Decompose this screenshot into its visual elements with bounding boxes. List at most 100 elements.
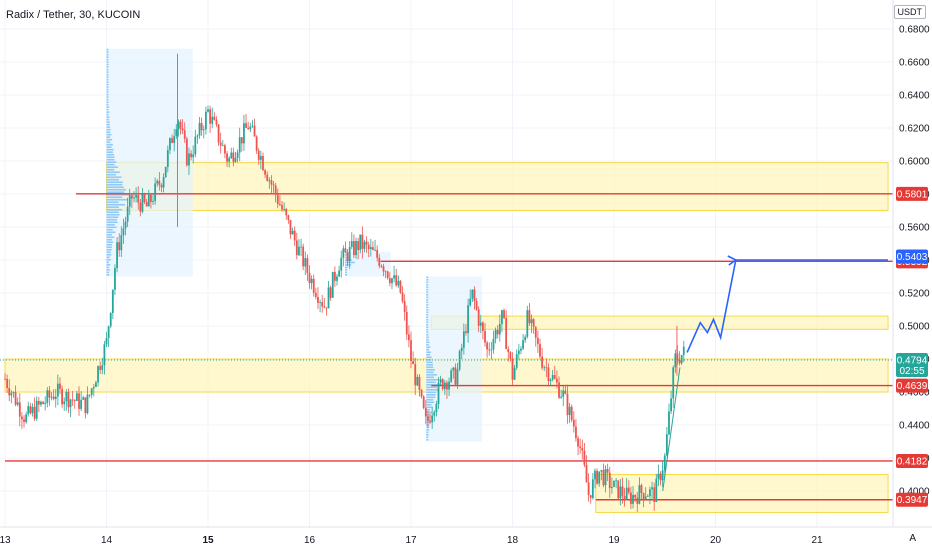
candle-body (219, 142, 222, 146)
profile-bar (426, 304, 429, 306)
candle-body (179, 121, 182, 129)
candle-body (249, 126, 252, 130)
x-tick-label: 13 (0, 535, 11, 546)
profile-bar (426, 294, 429, 296)
candle-body (479, 322, 482, 326)
candle-body (342, 248, 345, 258)
profile-bar (106, 266, 109, 269)
candle-body (634, 494, 637, 498)
profile-bar (106, 53, 109, 56)
profile-bar (106, 71, 109, 73)
profile-bar (426, 381, 436, 384)
profile-bar (106, 58, 109, 61)
candle-body (6, 378, 9, 388)
candle-body (291, 230, 294, 235)
trend-line (662, 367, 681, 492)
profile-bar (106, 268, 110, 271)
candle-body (585, 464, 588, 483)
candle-body (234, 157, 237, 162)
profile-bar (106, 136, 111, 138)
candle-body (295, 240, 298, 256)
candle-body (651, 487, 653, 490)
profile-bar (106, 226, 117, 229)
candle-body (183, 130, 186, 139)
profile-bar (106, 211, 119, 214)
candle-body (200, 122, 203, 131)
profile-bar (106, 56, 109, 58)
profile-bar (426, 404, 432, 406)
candle-body (21, 416, 23, 420)
candle-body (498, 323, 501, 335)
candle-body (602, 470, 605, 486)
candle-body (338, 270, 341, 277)
profile-bar (426, 369, 435, 371)
currency-selector[interactable]: USDT (893, 5, 926, 19)
candle-body (589, 495, 592, 498)
candle-body (490, 349, 493, 351)
candle-body (365, 241, 368, 245)
candle-body (615, 480, 618, 482)
candle-body (245, 123, 247, 128)
profile-bar (106, 236, 115, 239)
candle-body (462, 331, 465, 348)
candle-body (114, 268, 116, 290)
candle-body (88, 394, 91, 396)
time-axis[interactable]: 13 14 15 16 17 18 19 20 21 (0, 535, 823, 546)
x-tick-label: 18 (507, 535, 519, 546)
profile-bar (345, 266, 348, 269)
profile-bar (106, 93, 109, 96)
candle-body (266, 174, 269, 181)
candle-body (575, 426, 577, 439)
candle-body (226, 153, 228, 162)
candle-body (668, 411, 670, 435)
profile-bar (106, 201, 119, 204)
candle-body (177, 121, 180, 130)
y-tick-label: 0.5600 (899, 223, 930, 234)
candle-body (40, 401, 42, 405)
price-labels: 0.58010.53920.46390.41820.39470.54030.47… (896, 186, 928, 507)
profile-bar (426, 431, 429, 434)
candle-body (228, 158, 231, 162)
y-tick-label: 0.4000 (899, 487, 930, 498)
profile-bar (106, 148, 114, 151)
candle-body (536, 337, 539, 344)
level-price-label-bg (896, 378, 928, 393)
level-price-label: 0.4639 (897, 381, 928, 392)
level-price-label: 0.3947 (897, 495, 928, 506)
profile-bar (345, 274, 348, 276)
profile-bar (106, 228, 113, 231)
auto-scale-toggle[interactable]: A (909, 533, 916, 544)
candle-body (501, 310, 503, 324)
profile-bar (106, 163, 115, 166)
candle-body (135, 195, 138, 198)
candle-body (486, 342, 489, 350)
candle-body (25, 414, 28, 423)
candle-body (268, 180, 271, 182)
horizontal-levels (0, 193, 893, 501)
profile-bar (426, 319, 429, 321)
candle-body (532, 319, 535, 327)
x-tick-label: 17 (405, 535, 417, 546)
candle-body (139, 202, 142, 212)
profile-bar (106, 143, 113, 146)
candle-body (579, 446, 582, 448)
profile-bar (106, 88, 109, 91)
candle-body (646, 496, 649, 497)
candle-body (494, 329, 497, 339)
candle-body (304, 258, 307, 267)
candle-body (75, 393, 78, 401)
profile-bar (106, 151, 113, 153)
candle-body (653, 487, 656, 502)
profile-bar (106, 271, 109, 274)
profile-bar (106, 123, 110, 126)
profile-bar (106, 113, 109, 116)
candle-body (632, 494, 634, 504)
profile-bar (426, 299, 429, 301)
candle-body (636, 497, 639, 504)
candle-body (448, 381, 450, 390)
candle-body (48, 390, 51, 398)
profile-bar (106, 206, 119, 209)
profile-bar (106, 91, 109, 93)
profile-bar (426, 376, 434, 379)
